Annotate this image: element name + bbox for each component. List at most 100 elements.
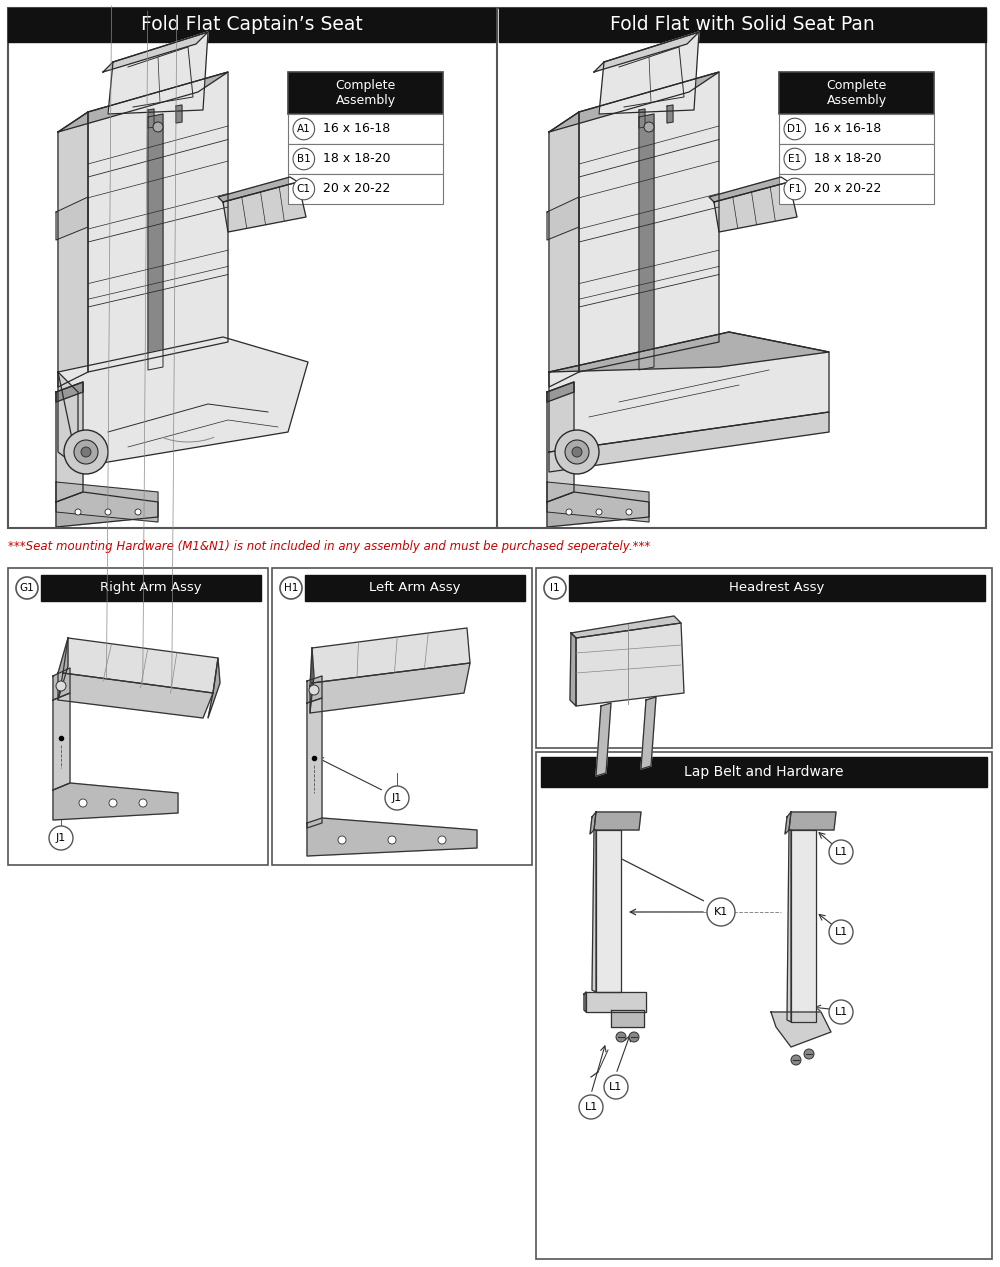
Circle shape: [79, 799, 87, 807]
Bar: [288, 174, 443, 204]
Bar: [8, 8, 495, 42]
Text: G1: G1: [20, 583, 34, 593]
Polygon shape: [547, 196, 579, 239]
Polygon shape: [53, 783, 178, 820]
Polygon shape: [58, 337, 308, 468]
Polygon shape: [56, 196, 88, 239]
Polygon shape: [771, 1012, 831, 1047]
Text: 16 x 16-18: 16 x 16-18: [814, 123, 881, 136]
Text: Lap Belt and Hardware: Lap Belt and Hardware: [684, 765, 844, 779]
Text: Complete
Assembly: Complete Assembly: [335, 79, 396, 106]
Bar: [779, 72, 934, 114]
Circle shape: [388, 836, 396, 844]
Polygon shape: [58, 639, 68, 699]
Polygon shape: [307, 677, 322, 703]
Bar: [779, 114, 934, 144]
Polygon shape: [549, 332, 829, 452]
Polygon shape: [641, 697, 656, 769]
Circle shape: [784, 118, 806, 139]
Circle shape: [74, 440, 98, 464]
Circle shape: [293, 118, 315, 139]
Polygon shape: [103, 32, 208, 72]
Polygon shape: [56, 492, 158, 527]
Polygon shape: [176, 105, 182, 123]
Text: J1: J1: [56, 832, 66, 843]
Bar: [305, 575, 525, 601]
Polygon shape: [307, 818, 477, 856]
Polygon shape: [88, 72, 228, 372]
Text: L1: L1: [609, 1082, 623, 1092]
Polygon shape: [148, 114, 163, 370]
Polygon shape: [579, 72, 719, 372]
Circle shape: [572, 447, 582, 457]
Bar: [536, 568, 992, 748]
Circle shape: [139, 799, 147, 807]
Text: C1: C1: [297, 184, 311, 194]
Circle shape: [105, 509, 111, 514]
Text: Left Arm Assy: Left Arm Assy: [369, 582, 461, 594]
Circle shape: [109, 799, 117, 807]
Polygon shape: [549, 111, 579, 386]
Text: J1: J1: [392, 793, 402, 803]
Polygon shape: [639, 114, 654, 370]
Text: Fold Flat with Solid Seat Pan: Fold Flat with Solid Seat Pan: [610, 15, 875, 34]
Polygon shape: [312, 628, 470, 683]
Polygon shape: [791, 830, 816, 1022]
Polygon shape: [547, 381, 574, 502]
Bar: [499, 8, 986, 42]
Polygon shape: [53, 693, 70, 791]
Polygon shape: [58, 72, 228, 132]
Polygon shape: [56, 481, 158, 522]
Circle shape: [309, 685, 319, 696]
Bar: [569, 575, 985, 601]
Circle shape: [791, 1055, 801, 1066]
Circle shape: [153, 122, 163, 132]
Text: F1: F1: [789, 184, 801, 194]
Polygon shape: [307, 698, 322, 829]
Circle shape: [565, 440, 589, 464]
Polygon shape: [611, 1010, 644, 1028]
Text: L1: L1: [834, 848, 848, 856]
Text: B1: B1: [297, 155, 311, 163]
Text: K1: K1: [714, 907, 728, 917]
Polygon shape: [594, 812, 641, 830]
Bar: [288, 114, 443, 144]
Circle shape: [566, 509, 572, 514]
Text: 16 x 16-18: 16 x 16-18: [323, 123, 390, 136]
Text: 18 x 18-20: 18 x 18-20: [323, 152, 390, 166]
Text: A1: A1: [297, 124, 311, 134]
Circle shape: [579, 1095, 603, 1119]
Circle shape: [49, 826, 73, 850]
Circle shape: [784, 148, 806, 170]
Circle shape: [16, 576, 38, 599]
Circle shape: [280, 576, 302, 599]
Polygon shape: [547, 481, 649, 522]
Text: 18 x 18-20: 18 x 18-20: [814, 152, 881, 166]
Polygon shape: [56, 381, 83, 502]
Text: Fold Flat Captain’s Seat: Fold Flat Captain’s Seat: [141, 15, 362, 34]
Polygon shape: [789, 812, 836, 830]
Circle shape: [56, 680, 66, 691]
Polygon shape: [586, 992, 646, 1012]
Circle shape: [829, 920, 853, 944]
Polygon shape: [56, 381, 83, 402]
Polygon shape: [58, 673, 213, 718]
Circle shape: [544, 576, 566, 599]
Polygon shape: [639, 109, 645, 128]
Bar: [541, 756, 987, 787]
Text: L1: L1: [834, 927, 848, 938]
Bar: [41, 575, 261, 601]
Polygon shape: [592, 830, 596, 992]
Polygon shape: [208, 658, 220, 718]
Polygon shape: [218, 177, 298, 201]
Polygon shape: [108, 32, 208, 114]
Text: L1: L1: [834, 1007, 848, 1017]
Text: Right Arm Assy: Right Arm Assy: [100, 582, 202, 594]
Polygon shape: [785, 812, 791, 834]
Text: 20 x 20-22: 20 x 20-22: [814, 182, 881, 195]
Polygon shape: [63, 639, 218, 693]
Polygon shape: [547, 492, 649, 527]
Circle shape: [829, 1000, 853, 1024]
Circle shape: [829, 840, 853, 864]
Text: Complete
Assembly: Complete Assembly: [826, 79, 887, 106]
